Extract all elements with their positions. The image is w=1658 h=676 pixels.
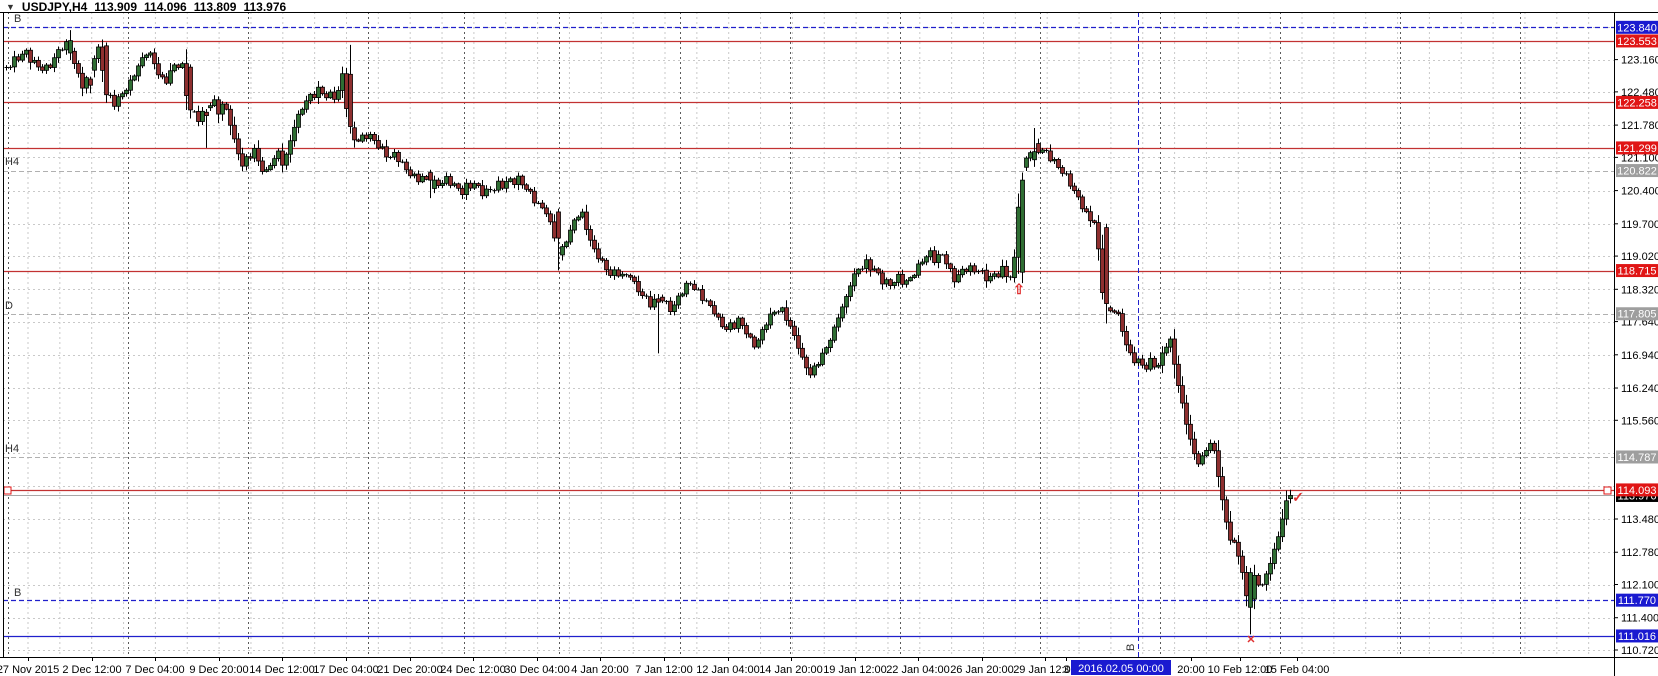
price-tick: 112.780 xyxy=(1621,547,1658,559)
level-badge-bg xyxy=(1616,164,1658,178)
price-tick: 116.240 xyxy=(1621,383,1658,395)
level-badge-bg xyxy=(1616,629,1658,643)
quote-close: 113.976 xyxy=(243,0,287,14)
level-badge: 114.093 xyxy=(1618,485,1657,497)
quote-open: 113.909 xyxy=(94,0,138,14)
price-tick: 119.020 xyxy=(1621,251,1658,263)
level-labels: B H4 D H4 B B xyxy=(5,13,1137,651)
level-badge-bg xyxy=(1616,593,1658,607)
level-label-D: D xyxy=(5,300,13,312)
level-label-B: B xyxy=(14,587,21,599)
time-tick: 17 Dec 04:00 xyxy=(313,664,378,676)
time-axis[interactable]: 27 Nov 2015 2 Dec 12:00 7 Dec 04:00 9 Dec 2… xyxy=(0,657,1329,676)
candles xyxy=(4,30,1293,635)
time-tick: 15 Feb 04:00 xyxy=(1265,664,1330,676)
time-tick: 3 xyxy=(1063,664,1069,676)
price-axis[interactable]: 123.160 122.480 121.780 121.100 120.400 119.7… xyxy=(1614,20,1658,657)
level-badge: 120.822 xyxy=(1617,166,1657,178)
level-badge-bg xyxy=(1616,20,1658,34)
time-tick: 22 Jan 04:00 xyxy=(886,664,950,676)
price-tick: 118.320 xyxy=(1621,284,1658,296)
level-badge: 117.805 xyxy=(1618,309,1657,321)
chart-header: ▼ USDJPY,H4 113.909 114.096 113.809 113.… xyxy=(6,0,287,14)
time-tick: 4 Jan 20:00 xyxy=(571,664,629,676)
level-badge-bg xyxy=(1616,34,1658,48)
time-tick: 7 Dec 04:00 xyxy=(125,664,184,676)
level-badge-bg xyxy=(1616,483,1658,497)
price-tick: 116.940 xyxy=(1621,350,1658,362)
level-badge: 114.787 xyxy=(1618,452,1657,464)
time-tick: 26 Jan 20:00 xyxy=(950,664,1014,676)
quote-high: 114.096 xyxy=(144,0,187,14)
symbol-period-label: USDJPY,H4 xyxy=(21,0,88,14)
level-badge: 123.840 xyxy=(1617,22,1657,34)
level-badge-bg xyxy=(1616,95,1658,109)
level-badge: 122.258 xyxy=(1617,97,1657,109)
level-label-H4: H4 xyxy=(5,443,19,455)
level-badge-bg xyxy=(1616,141,1658,155)
level-lines[interactable] xyxy=(3,12,1614,657)
time-tick: 7 Jan 12:00 xyxy=(635,664,693,676)
price-tick: 110.720 xyxy=(1621,645,1658,657)
quote-low: 113.809 xyxy=(193,0,237,14)
plot-borders xyxy=(0,12,1658,676)
chart-markers[interactable]: ⇧ ✕ ✓ xyxy=(1013,281,1304,646)
price-tick: 123.160 xyxy=(1621,55,1658,67)
check-marker[interactable]: ✓ xyxy=(1292,489,1304,505)
time-tick: 20:00 xyxy=(1177,664,1205,676)
time-tick: 30 Dec 04:00 xyxy=(504,664,569,676)
level-badge-bg xyxy=(1616,264,1658,278)
time-tick: 21 Dec 20:00 xyxy=(377,664,442,676)
highlight-date-badge-bg xyxy=(1071,660,1171,675)
level-label-H4: H4 xyxy=(5,156,19,168)
time-tick: 24 Dec 12:00 xyxy=(440,664,505,676)
time-tick: 14 Jan 20:00 xyxy=(759,664,823,676)
line-handle-left[interactable] xyxy=(3,486,12,495)
level-badge: 121.299 xyxy=(1617,143,1657,155)
line-handle-right[interactable] xyxy=(1603,486,1612,495)
arrow-up-marker[interactable]: ⇧ xyxy=(1013,281,1025,297)
level-badge-bg xyxy=(1616,307,1658,321)
time-tick: 19 Jan 12:00 xyxy=(823,664,887,676)
level-badge: 111.016 xyxy=(1618,631,1656,643)
price-tick: 113.480 xyxy=(1621,514,1658,526)
price-tick: 120.400 xyxy=(1621,186,1658,198)
time-tick: 12 Jan 04:00 xyxy=(696,664,760,676)
cross-marker[interactable]: ✕ xyxy=(1246,634,1255,646)
price-tick: 121.780 xyxy=(1621,120,1658,132)
price-tick: 115.560 xyxy=(1621,415,1658,427)
grid xyxy=(3,12,1614,657)
highlight-date-badge: 2016.02.05 00:00 xyxy=(1078,663,1164,675)
price-tick: 111.400 xyxy=(1621,613,1658,625)
level-label-B: B xyxy=(14,13,21,25)
price-tick: 121.100 xyxy=(1621,152,1658,164)
time-tick: 14 Dec 12:00 xyxy=(249,664,314,676)
time-tick: 29 Jan 12:00 xyxy=(1013,664,1077,676)
level-badge: 123.553 xyxy=(1617,36,1657,48)
time-tick: 2 Dec 12:00 xyxy=(62,664,121,676)
chevron-down-icon[interactable]: ▼ xyxy=(6,2,15,12)
level-badge: 118.715 xyxy=(1618,266,1657,278)
price-tick: 119.700 xyxy=(1621,219,1658,231)
time-tick: 10 Feb 12:00 xyxy=(1208,664,1273,676)
level-badge: 111.770 xyxy=(1618,595,1656,607)
time-tick: 9 Dec 20:00 xyxy=(189,664,248,676)
price-tick: 122.480 xyxy=(1621,87,1658,99)
time-tick: 27 Nov 2015 xyxy=(0,664,59,676)
vline-label: B xyxy=(1125,644,1137,651)
price-tick: 112.100 xyxy=(1621,580,1658,592)
level-badge-bg xyxy=(1616,450,1658,464)
